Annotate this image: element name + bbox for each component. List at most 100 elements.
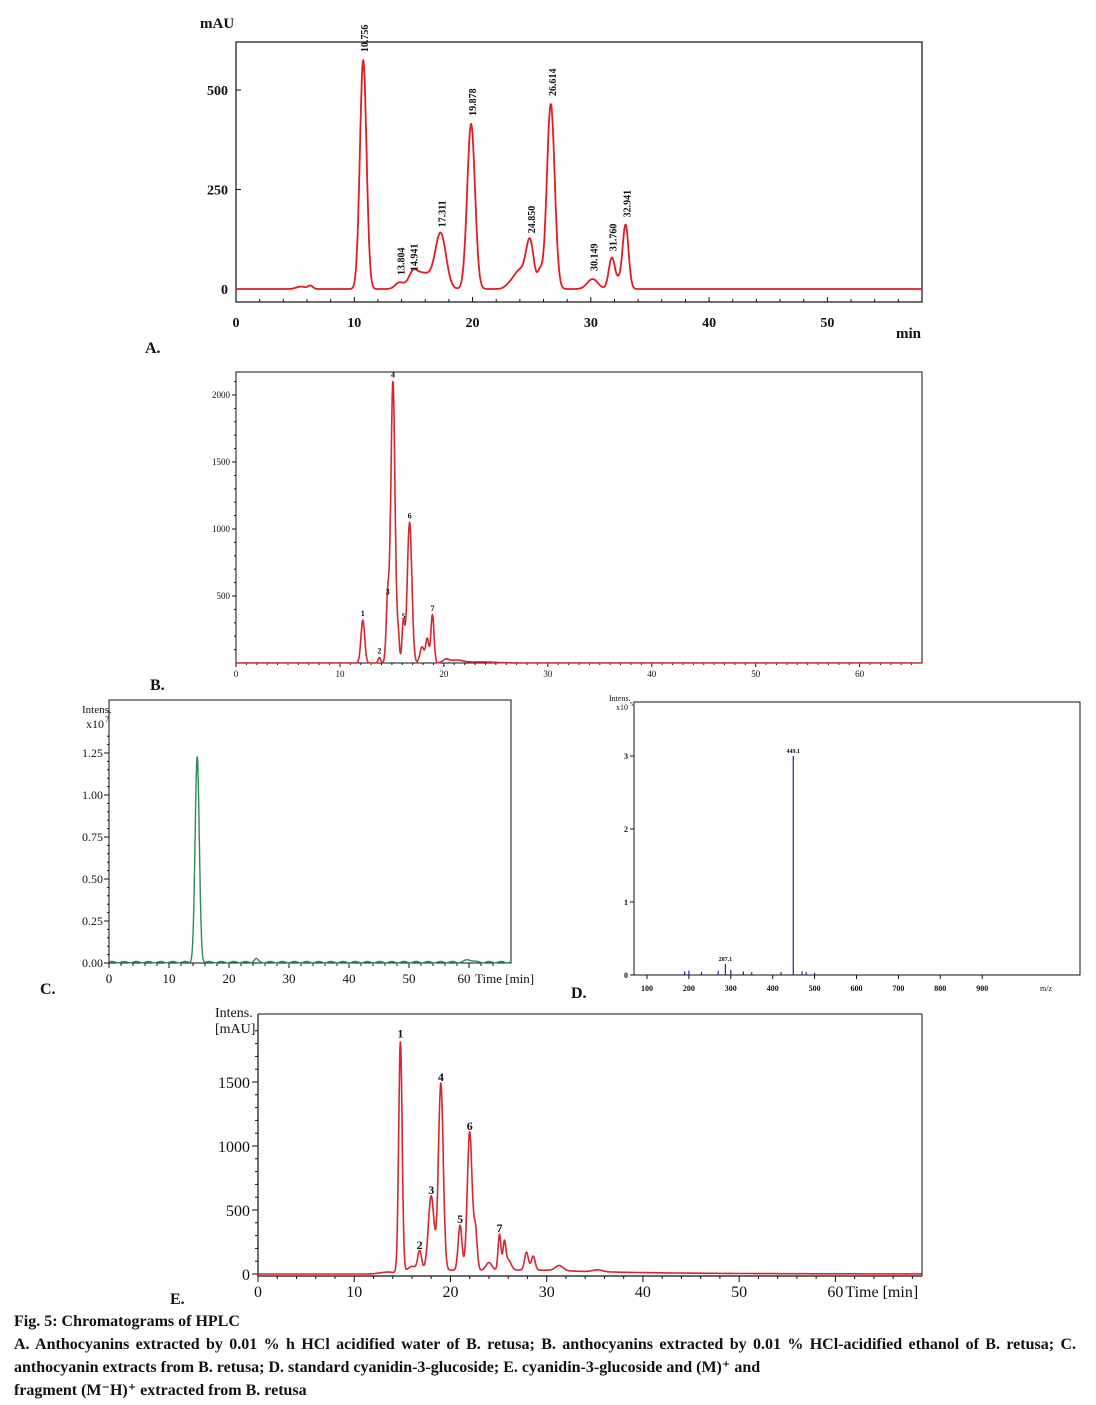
x-tick-label-a: 30	[584, 316, 598, 331]
caption-title: Fig. 5: Chromatograms of HPLC	[14, 1313, 240, 1330]
x-tick-label-e: 20	[442, 1284, 458, 1301]
x-tick-label-c: 10	[163, 971, 176, 986]
x-axis-label-a: min	[896, 326, 922, 342]
x-tick-label-b: 50	[751, 669, 761, 679]
ms-peak-label-d: 287.1	[719, 957, 733, 963]
mass-spectrum-d: 100 200 300 400 500 600 700 800 900 m/z 0 1 2 3 Intens…	[609, 694, 1081, 993]
peak-label-a: 10.756	[360, 25, 371, 53]
x-tick-label-d: 600	[851, 984, 863, 993]
trace-c	[108, 756, 512, 964]
y-tick-label-d: 1	[624, 898, 628, 907]
ms-peak-label-d: 449.1	[787, 749, 801, 755]
x-tick-label-d: 700	[892, 984, 904, 993]
peak-label-b: 4	[391, 371, 395, 380]
peak-label-a: 31.760	[609, 224, 620, 252]
peak-label-b: 1	[361, 609, 365, 618]
y-axis-label-c: Intens.	[82, 704, 112, 716]
x-tick-label-a: 10	[347, 316, 361, 331]
plot-frame-d	[633, 701, 1081, 976]
y-tick-label-d: 0	[624, 971, 628, 980]
y-axis-unit-d: x10	[616, 703, 628, 712]
panel-label-a: A.	[145, 340, 161, 357]
x-tick-label-e: 0	[254, 1284, 262, 1301]
y-tick-label-e: 0	[242, 1267, 250, 1284]
y-tick-label-d: 3	[624, 752, 628, 761]
peak-label-a: 13.804	[396, 248, 407, 276]
x-axis-label-e: Time [min]	[845, 1284, 918, 1301]
x-tick-label-c: 60	[458, 971, 471, 986]
x-tick-label-a: 20	[466, 316, 480, 331]
y-tick-label-b: 1500	[212, 457, 231, 467]
x-tick-label-b: 0	[234, 669, 239, 679]
plot-frame-c	[108, 699, 512, 964]
trace-e	[257, 1041, 923, 1275]
y-tick-label-e: 1500	[218, 1075, 250, 1092]
x-tick-label-c: 50	[403, 971, 416, 986]
peak-label-e: 5	[457, 1212, 463, 1226]
peak-label-e: 1	[397, 1027, 403, 1041]
y-tick-label-a: 500	[207, 84, 228, 99]
y-tick-label-b: 2000	[212, 390, 231, 400]
x-tick-label-b: 20	[439, 669, 449, 679]
y-axis-exponent-c: 7	[105, 715, 109, 724]
peak-label-a: 24.850	[527, 206, 538, 234]
x-tick-label-c: 0	[106, 971, 113, 986]
chromatogram-c: 0 10 20 30 40 50 60 Time [min] 0.00 0.25 0.50 0.75 1…	[82, 699, 534, 986]
x-axis-label-c: Time [min]	[475, 971, 534, 986]
peak-label-a: 32.941	[623, 190, 634, 218]
x-tick-label-b: 60	[855, 669, 865, 679]
x-tick-label-a: 50	[820, 316, 834, 331]
y-axis-label-d: Intens.	[609, 694, 631, 703]
x-tick-label-a: 40	[702, 316, 716, 331]
y-tick-label-c: 0.50	[82, 872, 103, 886]
panel-label-d: D.	[571, 985, 587, 1002]
x-tick-label-c: 20	[223, 971, 236, 986]
peak-label-b: 2	[377, 647, 381, 656]
x-tick-label-e: 60	[827, 1284, 843, 1301]
y-tick-label-c: 0.25	[82, 914, 103, 928]
y-axis-label-a: mAU	[200, 16, 234, 32]
x-tick-label-e: 10	[346, 1284, 362, 1301]
x-tick-label-d: 300	[725, 984, 737, 993]
x-tick-label-e: 30	[539, 1284, 555, 1301]
caption-last-line: fragment (M⁻H)⁺ extracted from B. retusa	[14, 1382, 307, 1399]
x-tick-label-a: 0	[233, 316, 240, 331]
y-axis-exponent-d: 5	[630, 702, 633, 708]
plot-frame-a	[235, 41, 923, 303]
peak-label-e: 4	[438, 1070, 444, 1084]
panel-label-c: C.	[40, 981, 56, 998]
x-tick-label-d: 100	[641, 984, 653, 993]
y-tick-label-c: 1.25	[82, 746, 103, 760]
peak-label-e: 6	[467, 1119, 473, 1133]
peak-label-a: 30.149	[590, 244, 601, 272]
peak-label-b: 3	[386, 588, 390, 597]
peak-label-e: 3	[428, 1183, 434, 1197]
peak-label-b: 5	[401, 612, 405, 621]
y-tick-label-e: 1000	[218, 1139, 250, 1156]
peak-label-a: 26.614	[548, 68, 559, 96]
y-tick-label-e: 500	[226, 1203, 250, 1220]
y-tick-label-b: 1000	[212, 524, 231, 534]
trace-a	[235, 59, 923, 290]
peak-label-b: 6	[408, 511, 412, 520]
peak-label-a: 14.941	[410, 244, 421, 272]
peak-label-e: 7	[497, 1221, 503, 1235]
x-tick-label-d: 900	[976, 984, 988, 993]
y-axis-label-e: Intens.	[215, 1006, 253, 1021]
plot-frame-b	[235, 371, 923, 664]
figure-caption: Fig. 5: Chromatograms of HPLC A. Anthocy…	[14, 1310, 1076, 1402]
y-axis-unit-e: [mAU]	[215, 1022, 255, 1037]
x-tick-label-d: 400	[767, 984, 779, 993]
y-tick-label-d: 2	[624, 825, 628, 834]
panel-label-e: E.	[170, 1291, 185, 1308]
x-tick-label-d: 500	[809, 984, 821, 993]
y-axis-unit-c: x10	[86, 717, 104, 731]
y-tick-label-b: 500	[217, 591, 231, 601]
x-tick-label-e: 40	[635, 1284, 651, 1301]
panel-label-b: B.	[150, 677, 165, 694]
y-tick-label-a: 0	[221, 283, 228, 298]
x-tick-label-d: 200	[683, 984, 695, 993]
peak-label-e: 2	[417, 1238, 423, 1252]
